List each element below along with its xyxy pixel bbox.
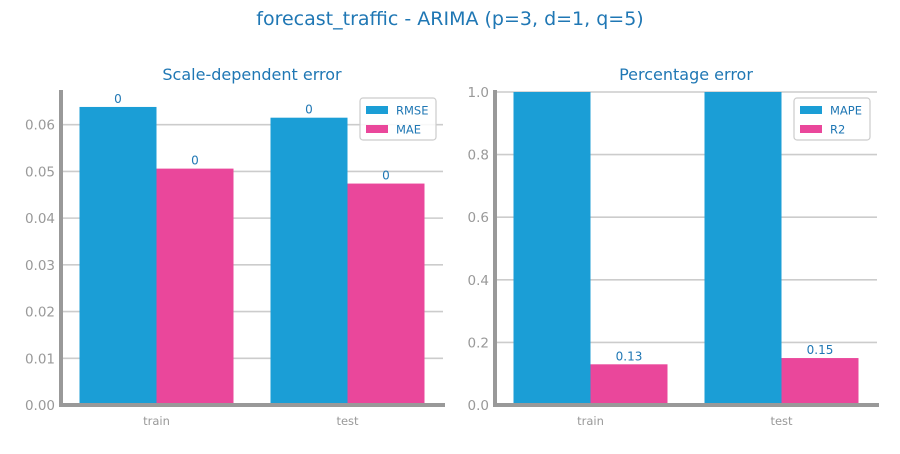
y-tick-label: 0.02 [25,305,55,321]
bar-mape-test [704,92,782,405]
data-label: 0 [191,154,199,168]
y-tick-label: 1.0 [468,85,489,101]
bar-r2-test [781,358,859,405]
legend-swatch [800,125,822,133]
x-tick-label: train [143,414,170,428]
y-tick-label: 0.03 [25,258,55,274]
legend-swatch [800,106,822,114]
y-tick-label: 0.8 [468,148,489,164]
y-tick-label: 0.06 [25,118,55,134]
data-label: 0 [382,169,390,183]
legend-label: RMSE [396,104,428,118]
data-label: 0 [114,92,122,106]
chart-title: Scale-dependent error [162,65,342,84]
x-tick-label: test [770,414,793,428]
y-tick-label: 0.01 [25,351,55,367]
y-tick-label: 0.2 [468,335,489,351]
y-tick-label: 0.4 [468,273,489,289]
data-label: 0.13 [616,349,643,363]
legend-label: MAPE [830,104,862,118]
x-tick-label: test [336,414,359,428]
y-tick-label: 0.6 [468,210,489,226]
bar-rmse-test [270,117,348,405]
data-label: 0 [305,103,313,117]
y-tick-label: 0.0 [468,398,489,414]
data-label: 0.15 [807,343,834,357]
chart-scale-dependent-error: Scale-dependent error 0.00 0.01 0.02 0.03 0.0… [25,65,445,428]
y-tick-label: 0.04 [25,211,55,227]
legend-swatch [366,125,388,133]
y-tick-label: 0.00 [25,398,55,414]
figure-title: forecast_traffic - ARIMA (p=3, d=1, q=5) [256,8,643,30]
bar-mape-train [513,92,591,405]
legend-label: R2 [830,123,845,137]
y-tick-label: 0.05 [25,164,55,180]
bar-rmse-train [79,106,157,406]
bar-mae-train [156,168,234,405]
legend-label: MAE [396,123,421,137]
chart-percentage-error: Percentage error 0.0 0.2 0.4 0.6 0.8 1.0 0.13 tr… [468,65,879,428]
bar-mae-test [347,183,425,405]
bar-r2-train [590,364,668,405]
chart-title: Percentage error [619,65,753,84]
x-tick-label: train [577,414,604,428]
legend-swatch [366,106,388,114]
